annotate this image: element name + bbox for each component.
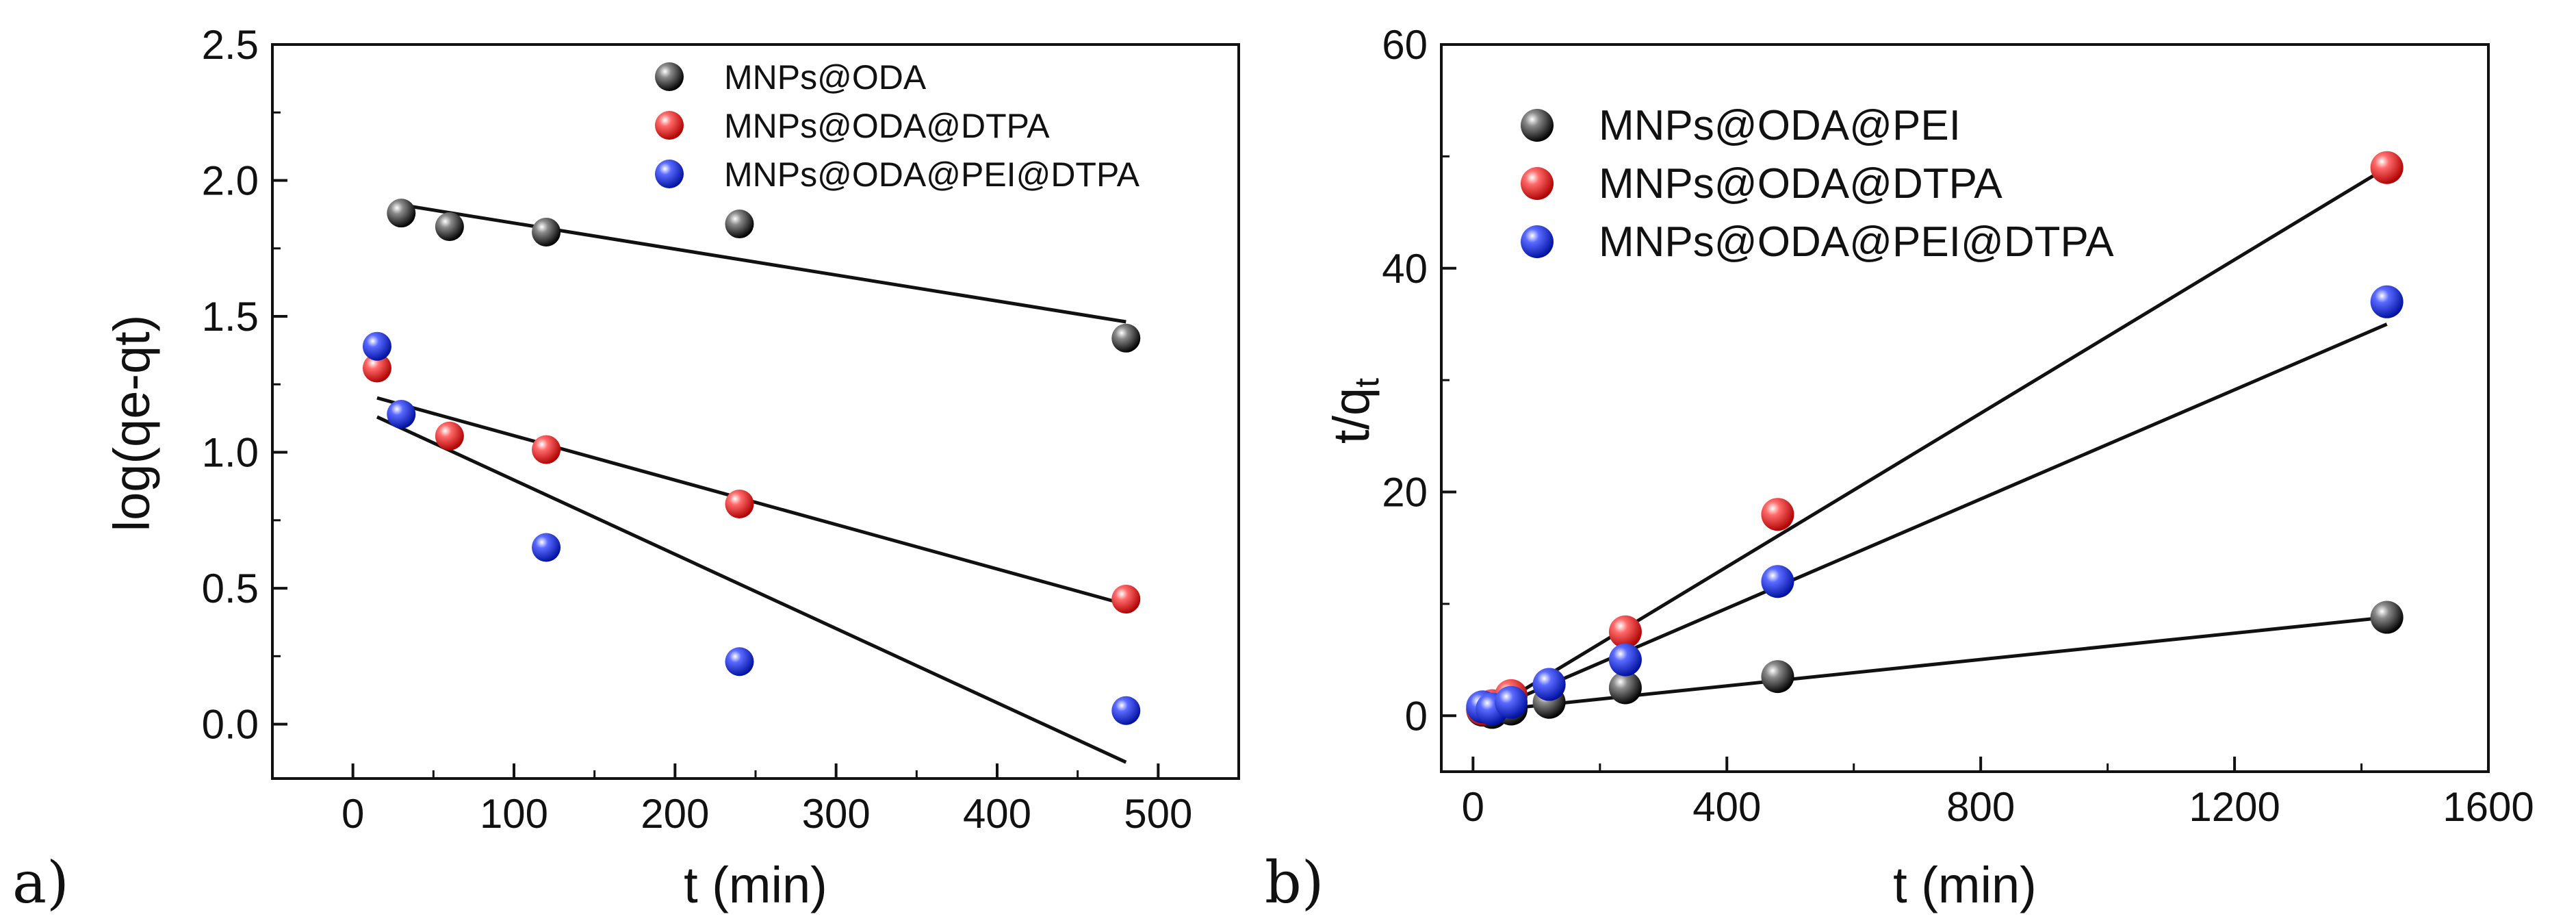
legend-entry-mnps-oda-pei-dtpa-b: MNPs@ODA@PEI@DTPA <box>1521 218 2114 266</box>
point-mnps-oda-dtpa <box>725 489 754 518</box>
chart-b-panel-label: b) <box>1265 849 1324 916</box>
x-tick-label: 800 <box>1946 784 2015 830</box>
legend-label-mnps-oda: MNPs@ODA <box>724 58 927 97</box>
y-tick-label: 2.0 <box>202 158 259 204</box>
chart-b-y-axis-label-subscript: t <box>1348 378 1386 388</box>
chart-b-plot-frame <box>1440 43 2490 773</box>
x-tick-label: 400 <box>963 791 1031 837</box>
chart-b-y-axis-label-main: t/q <box>1323 388 1380 444</box>
point-mnps-oda-pei-dtpa <box>532 533 561 562</box>
chart-b-x-axis-label: t (min) <box>1893 857 2037 913</box>
point-mnps-oda-pei <box>1608 671 1642 705</box>
x-tick-label: 400 <box>1692 784 1761 830</box>
chart-a-log-qe-qt: 0 100 200 300 400 500 0.0 0.5 1.0 1.5 2.0 2.5 MNPs… <box>12 22 1240 916</box>
chart-a-x-ticks: 0 100 200 300 400 500 <box>342 763 1192 837</box>
fit-line-mnps-oda-pei-dtpa <box>376 415 1127 764</box>
point-mnps-oda-pei-dtpa <box>387 399 416 429</box>
chart-b-x-ticks: 0 400 800 1200 1600 <box>1462 757 2534 830</box>
legend-entry-mnps-oda: MNPs@ODA <box>655 58 927 97</box>
legend-entry-mnps-oda-dtpa-b: MNPs@ODA@DTPA <box>1521 160 2002 207</box>
x-tick-label: 500 <box>1124 791 1192 837</box>
y-tick-label: 0.5 <box>202 566 259 611</box>
legend-marker-mnps-oda-pei <box>1521 109 1554 142</box>
chart-a-y-axis-label: log(qe-qt) <box>103 315 160 532</box>
chart-a-panel-label: a) <box>12 849 69 916</box>
chart-a-y-ticks: 0.0 0.5 1.0 1.5 2.0 2.5 <box>202 22 287 748</box>
chart-a-fit-lines <box>376 203 1127 764</box>
point-mnps-oda-pei-dtpa <box>725 647 754 677</box>
legend-entry-mnps-oda-pei: MNPs@ODA@PEI <box>1521 102 1961 149</box>
y-tick-label: 1.5 <box>202 294 259 340</box>
point-mnps-oda <box>725 210 754 239</box>
point-mnps-oda-pei-dtpa <box>1495 685 1528 719</box>
point-mnps-oda <box>435 212 464 242</box>
chart-a-plot-frame <box>271 43 1240 780</box>
legend-marker-mnps-oda-pei-dtpa <box>655 160 684 188</box>
point-mnps-oda-dtpa <box>1761 498 1794 531</box>
x-tick-label: 100 <box>480 791 548 837</box>
x-tick-label: 1200 <box>2189 784 2280 830</box>
point-mnps-oda-pei <box>2370 600 2404 634</box>
point-mnps-oda <box>532 217 561 246</box>
point-mnps-oda-pei-dtpa <box>1608 643 1642 677</box>
point-mnps-oda-dtpa <box>2370 151 2404 184</box>
point-mnps-oda-pei-dtpa <box>1111 696 1141 725</box>
chart-b-legend: MNPs@ODA@PEI MNPs@ODA@DTPA MNPs@ODA@PEI@… <box>1521 102 2114 266</box>
x-tick-label: 1600 <box>2443 784 2534 830</box>
chart-a-points <box>362 199 1141 725</box>
point-mnps-oda <box>1111 323 1141 353</box>
legend-label-mnps-oda-pei-dtpa-b: MNPs@ODA@PEI@DTPA <box>1599 218 2114 266</box>
point-mnps-oda-dtpa <box>1608 615 1642 648</box>
legend-entry-mnps-oda-pei-dtpa: MNPs@ODA@PEI@DTPA <box>655 155 1140 194</box>
chart-a-legend: MNPs@ODA MNPs@ODA@DTPA MNPs@ODA@PEI@DTPA <box>655 58 1140 194</box>
point-mnps-oda-pei-dtpa <box>362 331 391 361</box>
legend-label-mnps-oda-dtpa-b: MNPs@ODA@DTPA <box>1599 160 2002 207</box>
point-mnps-oda-pei-dtpa <box>2370 285 2404 318</box>
chart-a-x-axis-label: t (min) <box>684 857 827 913</box>
point-mnps-oda-pei-dtpa <box>1532 668 1566 701</box>
y-tick-label: 2.5 <box>202 22 259 68</box>
point-mnps-oda-dtpa <box>1111 584 1141 614</box>
legend-marker-mnps-oda <box>655 62 684 91</box>
y-tick-label: 20 <box>1382 470 1428 516</box>
point-mnps-oda-pei-dtpa <box>1761 565 1794 598</box>
legend-label-mnps-oda-dtpa: MNPs@ODA@DTPA <box>724 107 1050 145</box>
x-tick-label: 300 <box>802 791 871 837</box>
chart-b-y-ticks: 0 20 40 60 <box>1382 22 1456 739</box>
point-mnps-oda-dtpa <box>362 353 391 383</box>
x-tick-label: 0 <box>342 791 364 837</box>
fit-line-mnps-oda <box>400 203 1126 324</box>
point-mnps-oda <box>387 199 416 228</box>
legend-marker-mnps-oda-dtpa <box>655 111 684 140</box>
y-tick-label: 0.0 <box>202 702 259 748</box>
chart-b-y-axis-label: t/qt <box>1323 378 1386 444</box>
legend-marker-mnps-oda-dtpa-b <box>1521 167 1554 200</box>
y-tick-label: 40 <box>1382 246 1428 292</box>
legend-label-mnps-oda-pei-dtpa: MNPs@ODA@PEI@DTPA <box>724 155 1140 194</box>
x-tick-label: 0 <box>1462 784 1484 830</box>
point-mnps-oda-dtpa <box>532 435 561 464</box>
point-mnps-oda-pei <box>1761 660 1794 694</box>
legend-label-mnps-oda-pei: MNPs@ODA@PEI <box>1599 102 1961 149</box>
y-tick-label: 0 <box>1405 693 1428 739</box>
y-tick-label: 1.0 <box>202 430 259 476</box>
chart-b-t-over-qt: 0 400 800 1200 1600 0 20 40 60 MNPs@ODA@PEI MNP… <box>1265 22 2534 916</box>
chart-b-points <box>1466 151 2404 729</box>
y-tick-label: 60 <box>1382 22 1428 68</box>
x-tick-label: 200 <box>641 791 709 837</box>
legend-entry-mnps-oda-dtpa: MNPs@ODA@DTPA <box>655 107 1050 145</box>
point-mnps-oda-dtpa <box>435 421 464 451</box>
legend-marker-mnps-oda-pei-dtpa-b <box>1521 225 1554 258</box>
